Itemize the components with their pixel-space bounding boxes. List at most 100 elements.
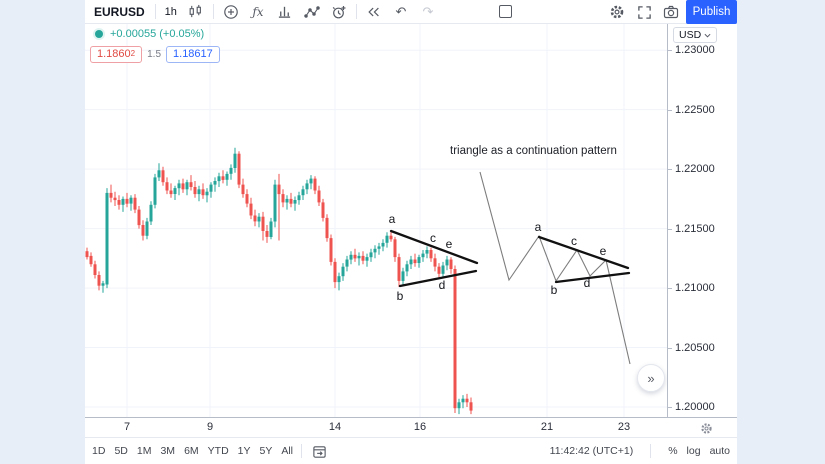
candle [341, 266, 345, 277]
candle [245, 194, 249, 204]
range-button-all[interactable]: All [281, 445, 294, 457]
price-axis-label: 1.21000 [675, 282, 715, 294]
candle [425, 250, 429, 254]
chart-canvas[interactable]: a b c d e a b c d e [85, 24, 667, 417]
sell-bid-button[interactable]: 1.1860 2 [90, 46, 143, 63]
toolbar-right-icons [607, 1, 681, 23]
candle [465, 398, 469, 403]
price-axis-tick [668, 110, 672, 111]
price-axis-label: 1.21500 [675, 223, 715, 235]
axis-settings-gear-icon[interactable] [698, 420, 714, 436]
candle [357, 255, 361, 259]
candle [441, 265, 445, 274]
candle [189, 182, 193, 187]
range-button-5d[interactable]: 5D [114, 445, 128, 457]
auto-scale-button[interactable]: auto [709, 445, 730, 457]
price-axis-tick [668, 229, 672, 230]
layout-select-icon[interactable] [499, 5, 512, 18]
trendline[interactable] [537, 235, 630, 270]
price-change-label: +0.00055 (+0.05%) [110, 28, 205, 40]
redo-icon[interactable]: ↷ [422, 4, 434, 19]
indicators-fx-icon[interactable]: ƒx [252, 4, 264, 19]
time-axis-label: 23 [617, 421, 631, 433]
candle [197, 189, 201, 195]
candle [401, 271, 405, 281]
candle [205, 191, 209, 196]
candle [193, 187, 197, 195]
range-button-6m[interactable]: 6M [184, 445, 199, 457]
candle [381, 242, 385, 247]
candle [373, 248, 377, 253]
trendline[interactable] [389, 229, 479, 265]
interval-button[interactable]: 1h [164, 5, 177, 18]
wave-label: b [397, 289, 404, 303]
price-axis-label: 1.22500 [675, 104, 715, 116]
candle [141, 225, 145, 236]
time-axis-label: 9 [206, 421, 214, 433]
candle [397, 257, 401, 281]
price-axis[interactable]: USD 1.23000 1.22500 1.22000 1.21500 1.21000 1… [667, 24, 737, 417]
trendline[interactable] [554, 271, 631, 284]
candle [85, 251, 89, 258]
candle [89, 255, 93, 265]
pattern-markers-icon[interactable] [302, 2, 322, 22]
schematic-zigzag[interactable] [479, 171, 631, 365]
time-axis[interactable]: 7 9 14 16 21 23 [85, 417, 737, 437]
candle [393, 239, 397, 258]
candle [297, 195, 301, 201]
price-axis-tick [668, 407, 672, 408]
candle [385, 235, 389, 243]
candle [349, 254, 353, 260]
settings-gear-icon[interactable] [607, 2, 627, 22]
candle [365, 257, 369, 261]
range-button-5y[interactable]: 5Y [259, 445, 273, 457]
annotation-text[interactable]: triangle as a continuation pattern [450, 145, 617, 157]
buy-ask-button[interactable]: 1.18617 [166, 46, 220, 63]
wave-label: b [551, 283, 558, 297]
candle [237, 153, 241, 185]
candle [453, 269, 457, 409]
candle [345, 259, 349, 267]
fullscreen-icon[interactable] [634, 2, 654, 22]
candle [281, 194, 285, 203]
symbol-button[interactable]: EURUSD [94, 4, 145, 19]
candle [417, 257, 421, 263]
toolbar-separator [154, 4, 156, 19]
trendline[interactable] [398, 269, 478, 288]
range-button-3m[interactable]: 3M [160, 445, 176, 457]
bar-chart-icon[interactable] [275, 2, 295, 22]
percent-scale-button[interactable]: % [668, 445, 678, 457]
publish-button[interactable]: Publish [686, 0, 737, 24]
scroll-to-recent-button[interactable]: » [637, 364, 665, 392]
go-to-date-icon[interactable] [310, 442, 328, 460]
bar-replay-icon[interactable] [364, 2, 384, 22]
range-button-1y[interactable]: 1Y [237, 445, 251, 457]
clock-label[interactable]: 11:42:42 (UTC+1) [549, 445, 634, 457]
time-axis-label: 7 [123, 421, 131, 433]
chart-type-candles-icon[interactable] [186, 2, 206, 22]
candle [469, 402, 473, 411]
compare-add-icon[interactable] [221, 2, 241, 22]
wave-label: d [439, 278, 446, 292]
range-buttons: 1D 5D 1M 3M 6M YTD 1Y 5Y All [92, 445, 293, 457]
range-button-1m[interactable]: 1M [136, 445, 152, 457]
currency-selector[interactable]: USD [673, 27, 718, 43]
chart-pane[interactable]: a b c d e a b c d e triangle as a continuation pa… [85, 24, 667, 417]
tradingview-widget: EURUSD 1h ƒx [85, 0, 737, 464]
candle [217, 176, 221, 182]
undo-icon[interactable]: ↶ [395, 4, 407, 19]
chart-legend: +0.00055 (+0.05%) 1.1860 2 1.5 1.18617 [90, 27, 220, 63]
range-button-1d[interactable]: 1D [92, 445, 106, 457]
snapshot-camera-icon[interactable] [661, 2, 681, 22]
candle [361, 255, 365, 261]
candle [145, 221, 149, 236]
alert-clock-icon[interactable] [329, 2, 349, 22]
candle [413, 259, 417, 264]
range-button-ytd[interactable]: YTD [207, 445, 229, 457]
candle [113, 197, 117, 201]
price-axis-label: 1.20500 [675, 342, 715, 354]
candle [461, 398, 465, 403]
toolbar-separator [212, 4, 214, 19]
log-scale-button[interactable]: log [686, 445, 701, 457]
wave-label: e [446, 237, 453, 251]
